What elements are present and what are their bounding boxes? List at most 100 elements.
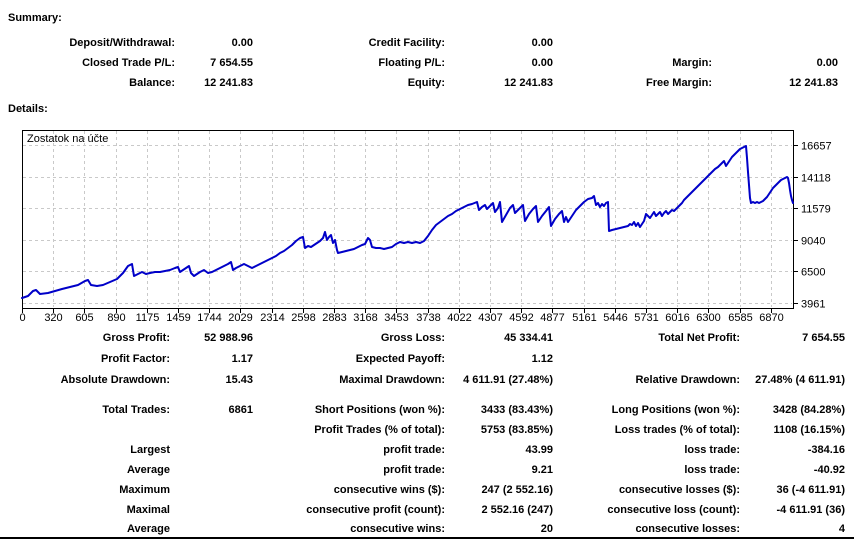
- bottom-divider: [0, 537, 854, 539]
- y-axis-label: 14118: [801, 173, 831, 185]
- stat-row: Gross Profit: 52 988.96 Gross Loss: 45 334.…: [0, 331, 854, 345]
- stat-value: 1108 (16.15%): [773, 424, 845, 436]
- stat-label: Credit Facility:: [368, 37, 445, 49]
- x-axis-label: 4592: [509, 312, 533, 324]
- x-axis-label: 890: [107, 312, 125, 324]
- x-axis-label: 5731: [634, 312, 658, 324]
- stat-value: [174, 443, 253, 457]
- stat-value: 1.12: [531, 353, 553, 365]
- stat-label: [557, 352, 740, 366]
- stat-label: Long Positions (won %):: [611, 404, 740, 416]
- stat-label: consecutive loss (count):: [607, 504, 740, 516]
- stat-value: 3433 (83.43%): [480, 404, 553, 416]
- x-axis-label: 4877: [540, 312, 564, 324]
- y-axis-labels: 16657 14118 11579 9040 6500 3961: [801, 141, 832, 311]
- stat-row: Profit Trades (% of total): 5753 (83.85%)…: [0, 423, 854, 437]
- y-axis-label: 6500: [801, 267, 825, 279]
- stat-label: consecutive losses ($):: [618, 484, 740, 496]
- stat-row: Maximal consecutive profit (count): 2 552.…: [0, 503, 854, 517]
- stat-label: consecutive wins:: [350, 523, 445, 535]
- chart-border: [22, 130, 794, 309]
- stat-label: Profit Factor:: [100, 353, 170, 365]
- stat-value: [174, 483, 253, 497]
- stat-label: [557, 36, 712, 50]
- stat-row: Total Trades: 6861 Short Positions (won %)…: [0, 403, 854, 417]
- x-axis-label: 2029: [228, 312, 252, 324]
- balance-chart: Zostatok na účte 16657 14118 11579 9040 6500…: [19, 130, 832, 324]
- stat-value: [744, 352, 845, 366]
- stat-label: Equity:: [407, 77, 445, 89]
- x-axis-label: 5161: [572, 312, 596, 324]
- stat-label: profit trade:: [383, 444, 445, 456]
- stat-row: Profit Factor: 1.17 Expected Payoff: 1.12: [0, 352, 854, 366]
- x-axis-label: 6300: [696, 312, 720, 324]
- stat-row: Closed Trade P/L: 7 654.55 Floating P/L: 0.…: [0, 56, 854, 70]
- stat-value: 9.21: [531, 464, 553, 476]
- chart-gridlines: [23, 131, 792, 307]
- x-axis-label: 320: [44, 312, 62, 324]
- stat-label: Relative Drawdown:: [635, 374, 740, 386]
- stat-label: profit trade:: [383, 464, 445, 476]
- stat-label: Short Positions (won %):: [314, 404, 445, 416]
- stat-label: loss trade:: [684, 464, 740, 476]
- chart-tick-marks: [22, 145, 798, 313]
- stat-value: 52 988.96: [204, 332, 253, 344]
- x-axis-label: 0: [19, 312, 25, 324]
- x-axis-label: 1744: [197, 312, 221, 324]
- stat-value: 7 654.55: [802, 332, 845, 344]
- stat-label: Maximal: [126, 504, 170, 516]
- stat-label: Average: [126, 464, 170, 476]
- stat-label: Total Trades:: [102, 404, 170, 416]
- y-axis-label: 3961: [801, 299, 825, 311]
- stat-label: Margin:: [672, 57, 712, 69]
- stat-value: 45 334.41: [504, 332, 553, 344]
- stat-label: Deposit/Withdrawal:: [69, 37, 175, 49]
- stat-value: 247 (2 552.16): [481, 484, 553, 496]
- x-axis-label: 4307: [478, 312, 502, 324]
- stat-value: 6861: [228, 404, 253, 416]
- stat-label: consecutive profit (count):: [306, 504, 445, 516]
- stat-label: Absolute Drawdown:: [60, 374, 170, 386]
- stat-value: 12 241.83: [789, 77, 838, 89]
- x-axis-label: 2598: [291, 312, 315, 324]
- x-axis-label: 3168: [353, 312, 377, 324]
- stat-label: consecutive losses:: [635, 523, 740, 535]
- stat-value: 0.00: [531, 37, 553, 49]
- x-axis-label: 4022: [447, 312, 471, 324]
- x-axis-label: 5446: [603, 312, 627, 324]
- stat-value: [174, 423, 253, 437]
- stat-label: Expected Payoff:: [355, 353, 445, 365]
- stat-value: -384.16: [807, 444, 845, 456]
- stat-label: Maximum: [119, 484, 170, 496]
- stat-label: consecutive wins ($):: [333, 484, 445, 496]
- stat-row: Absolute Drawdown: 15.43 Maximal Drawdown:…: [0, 373, 854, 387]
- stat-label: Floating P/L:: [378, 57, 445, 69]
- stat-value: 7 654.55: [210, 57, 253, 69]
- stat-value: 0.00: [531, 57, 553, 69]
- stat-value: 27.48% (4 611.91): [755, 374, 845, 386]
- stat-value: 36 (-4 611.91): [776, 484, 846, 496]
- stat-label: [8, 423, 170, 437]
- stat-value: 0.00: [231, 37, 253, 49]
- stat-label: Closed Trade P/L:: [82, 57, 175, 69]
- stat-value: 5753 (83.85%): [480, 424, 553, 436]
- stat-value: 1.17: [231, 353, 253, 365]
- stat-value: 4: [838, 523, 845, 535]
- stat-value: -4 611.91 (36): [776, 504, 846, 516]
- stat-value: 3428 (84.28%): [772, 404, 845, 416]
- y-axis-label: 11579: [801, 204, 831, 216]
- stat-row: Largest profit trade: 43.99 loss trade: -384…: [0, 443, 854, 457]
- stat-row: Balance: 12 241.83 Equity: 12 241.83 Free Ma…: [0, 76, 854, 90]
- x-axis-label: 3738: [416, 312, 440, 324]
- x-axis-label: 6870: [759, 312, 783, 324]
- stat-value: 0.00: [816, 57, 838, 69]
- stat-label: Loss trades (% of total):: [614, 424, 740, 436]
- stat-value: 12 241.83: [504, 77, 553, 89]
- stat-row: Average profit trade: 9.21 loss trade: -40.9…: [0, 463, 854, 477]
- x-axis-labels: 0 320 605 890 1175 1459 1744 2029 2314 2598 2883 31…: [19, 312, 783, 324]
- stat-value: [174, 522, 253, 536]
- stat-label: Gross Loss:: [380, 332, 445, 344]
- stat-label: loss trade:: [684, 444, 740, 456]
- x-axis-label: 605: [75, 312, 93, 324]
